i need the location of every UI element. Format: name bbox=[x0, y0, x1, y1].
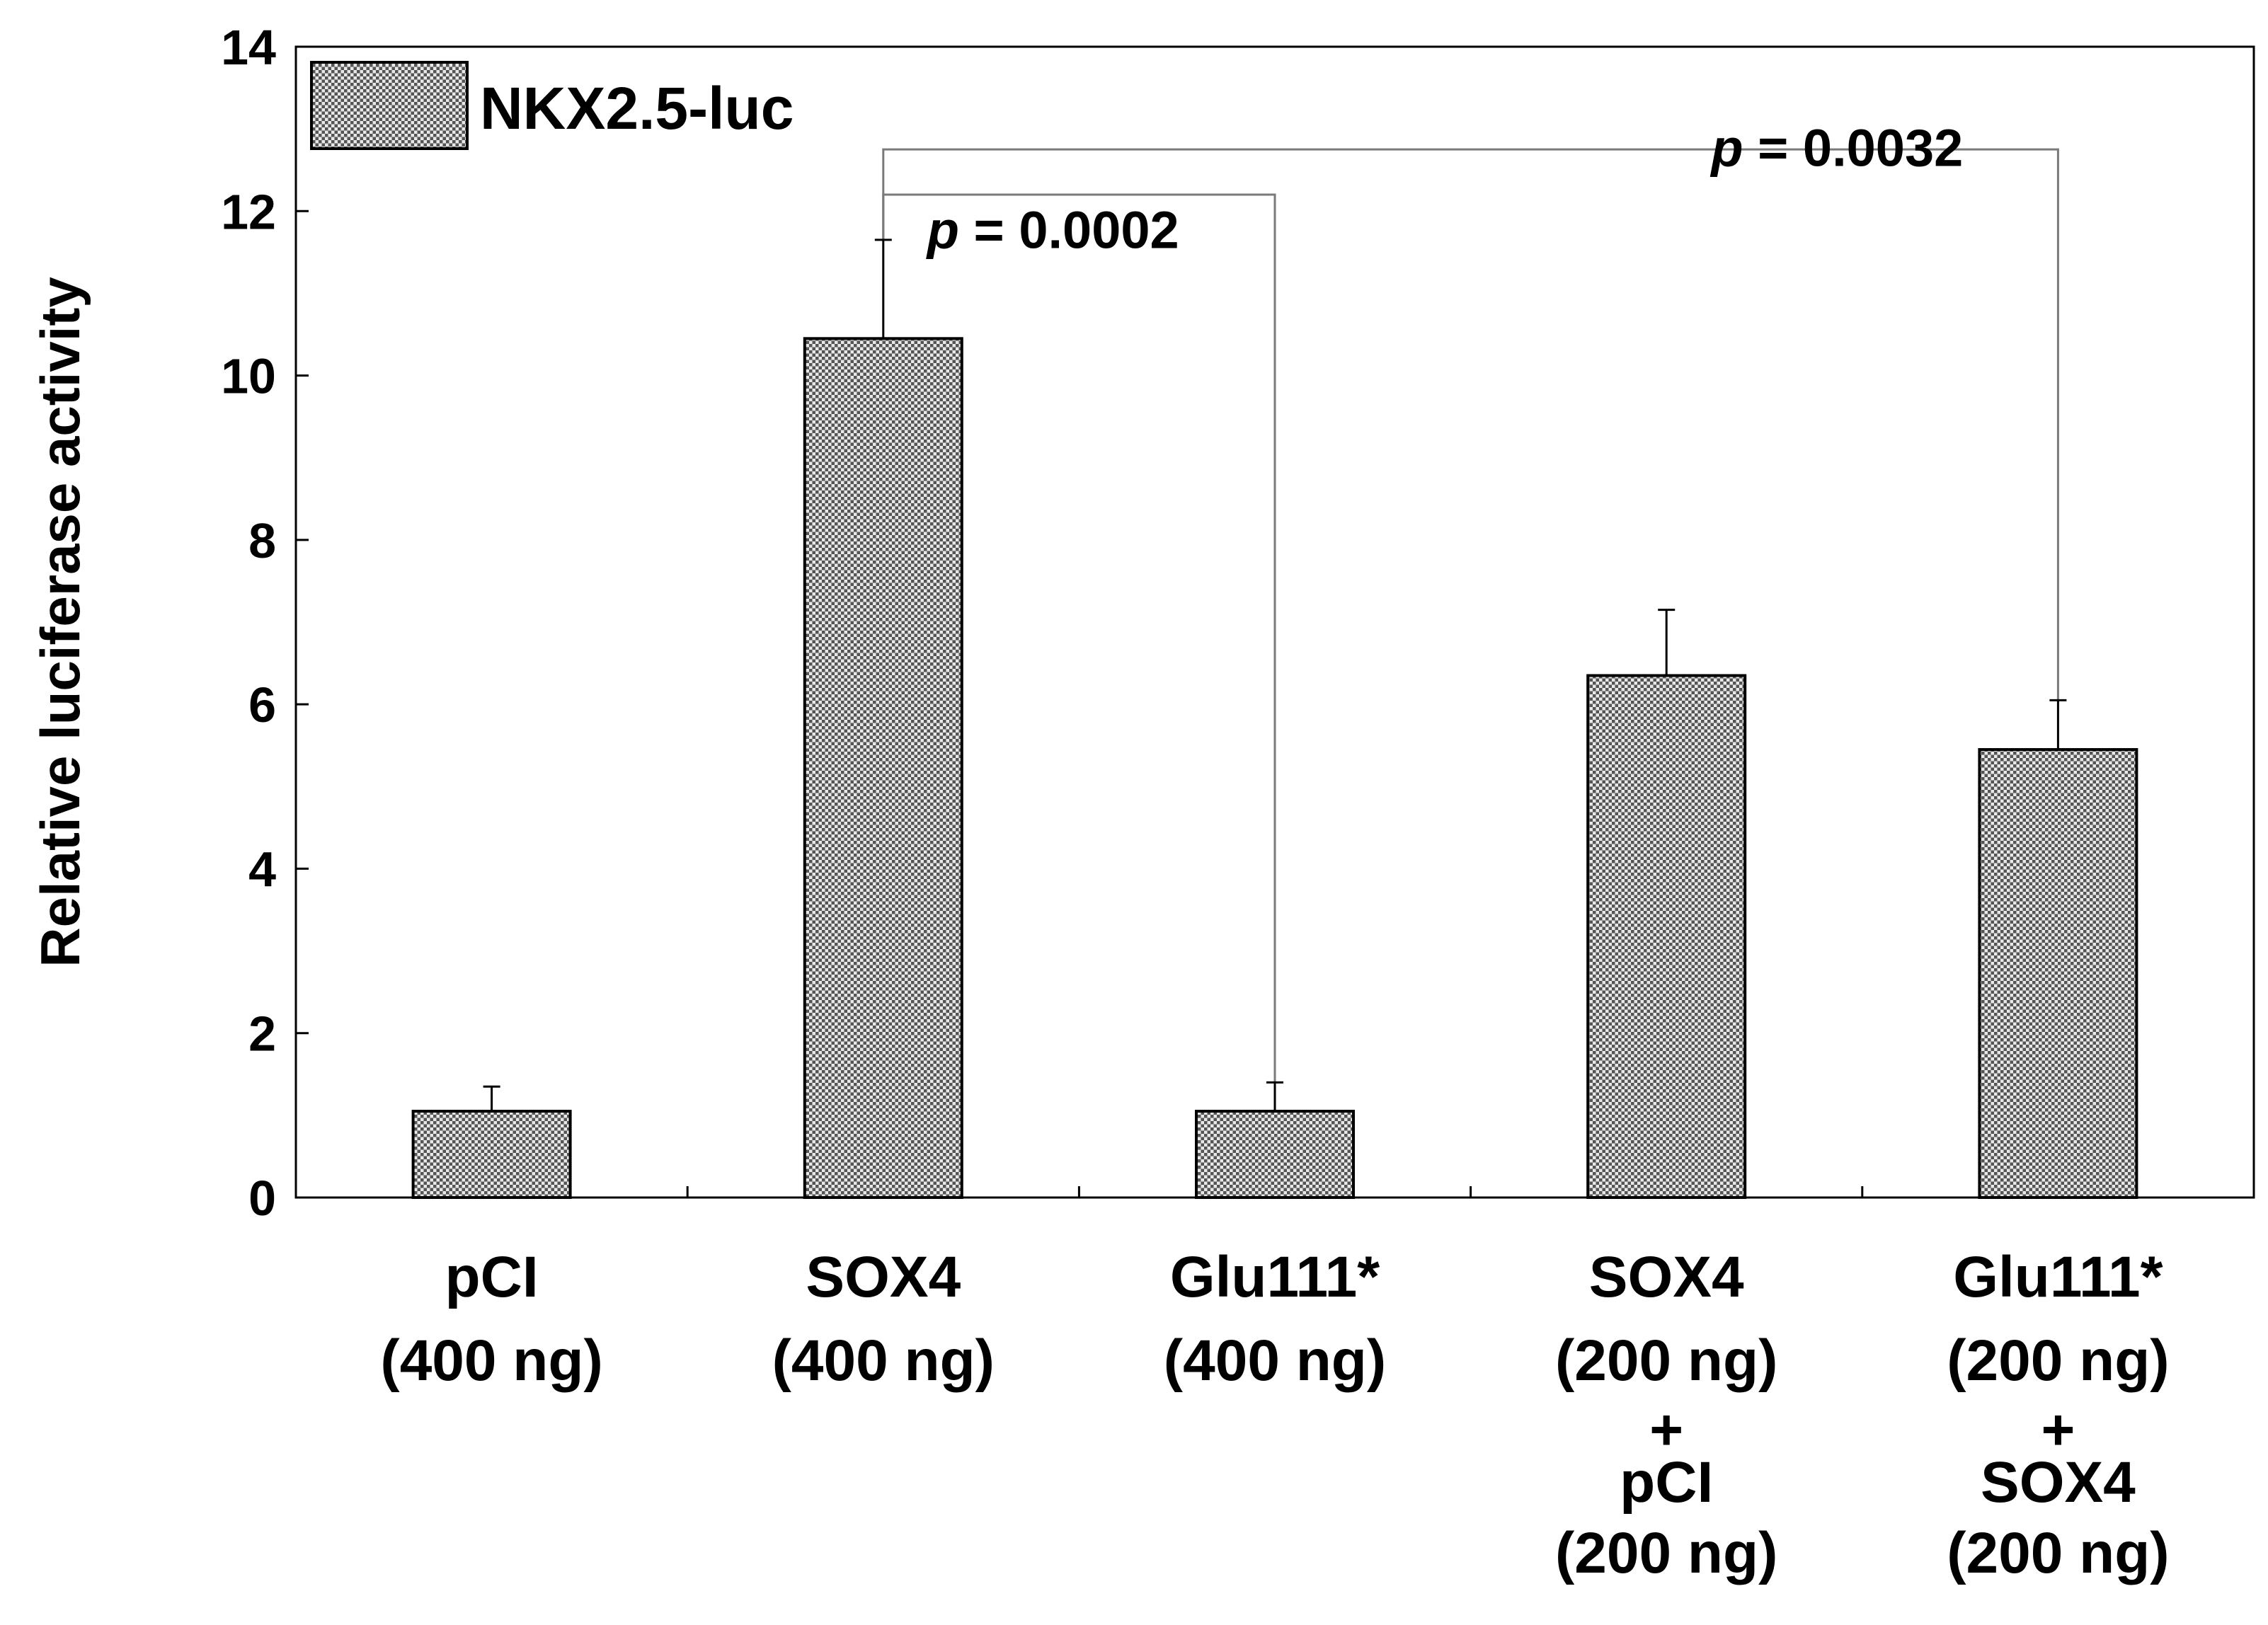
category-label-line: SOX4 bbox=[1589, 1245, 1744, 1309]
category-label-line: (400 ng) bbox=[772, 1328, 995, 1393]
p-symbol: p bbox=[1709, 118, 1743, 177]
bar bbox=[1978, 748, 2138, 1200]
y-axis-label: Relative luciferase activity bbox=[29, 277, 91, 967]
y-tick-label: 4 bbox=[248, 842, 276, 897]
category-label: pCI (400 ng) bbox=[380, 1245, 602, 1393]
category-label-line: (200 ng) bbox=[1555, 1521, 1777, 1585]
category-label-line: pCI bbox=[445, 1245, 539, 1309]
bar bbox=[803, 337, 963, 1199]
y-tick-label: 10 bbox=[221, 349, 276, 404]
category-label-line: Glu111* bbox=[1953, 1245, 2163, 1309]
x-axis bbox=[686, 1186, 1864, 1198]
p-value-label: p = 0.0032 bbox=[1709, 118, 1963, 177]
legend: NKX2.5-luc bbox=[310, 61, 794, 150]
category-label-line: (200 ng) bbox=[1947, 1328, 2169, 1393]
p-value-label: p = 0.0002 bbox=[926, 201, 1179, 260]
legend-swatch bbox=[310, 61, 469, 150]
category-label-line: (400 ng) bbox=[380, 1328, 602, 1393]
category-label-line: (200 ng) bbox=[1555, 1328, 1777, 1393]
y-tick-label: 8 bbox=[248, 513, 276, 568]
bar-series bbox=[411, 239, 2138, 1200]
y-tick-label: 6 bbox=[248, 677, 276, 733]
bar bbox=[1195, 1110, 1355, 1200]
bar bbox=[411, 1110, 572, 1200]
category-label-line: SOX4 bbox=[806, 1245, 961, 1309]
p-symbol: p bbox=[926, 201, 959, 260]
category-label: SOX4 (400 ng) bbox=[772, 1245, 995, 1393]
category-label-line: Glu111* bbox=[1170, 1245, 1380, 1309]
category-label: Glu111*(200 ng)+SOX4(200 ng) bbox=[1947, 1245, 2169, 1585]
category-label-line: + bbox=[2041, 1398, 2075, 1462]
p-value: = 0.0032 bbox=[1743, 118, 1964, 177]
significance-bracket bbox=[882, 148, 2059, 701]
y-tick-label: 0 bbox=[248, 1171, 276, 1226]
category-labels: pCI(400 ng)SOX4(400 ng)Glu111*(400 ng)SO… bbox=[380, 1245, 2169, 1585]
category-label-line: pCI bbox=[1620, 1450, 1713, 1515]
y-axis: 0 2 4 6 8 10 12 14 bbox=[221, 20, 309, 1226]
y-tick-label: 12 bbox=[221, 184, 276, 239]
y-tick-label: 14 bbox=[221, 20, 276, 75]
legend-label: NKX2.5-luc bbox=[480, 75, 794, 142]
bar bbox=[1586, 674, 1747, 1199]
p-value: = 0.0002 bbox=[959, 201, 1179, 260]
y-tick-label: 2 bbox=[248, 1006, 276, 1062]
category-label-line: + bbox=[1649, 1398, 1683, 1462]
category-label-line: SOX4 bbox=[1981, 1450, 2136, 1515]
category-label-line: (200 ng) bbox=[1947, 1521, 2169, 1585]
category-label: Glu111* (400 ng) bbox=[1164, 1245, 1386, 1393]
category-label-line: (400 ng) bbox=[1164, 1328, 1386, 1393]
category-label: SOX4(200 ng)+pCI(200 ng) bbox=[1555, 1245, 1777, 1585]
